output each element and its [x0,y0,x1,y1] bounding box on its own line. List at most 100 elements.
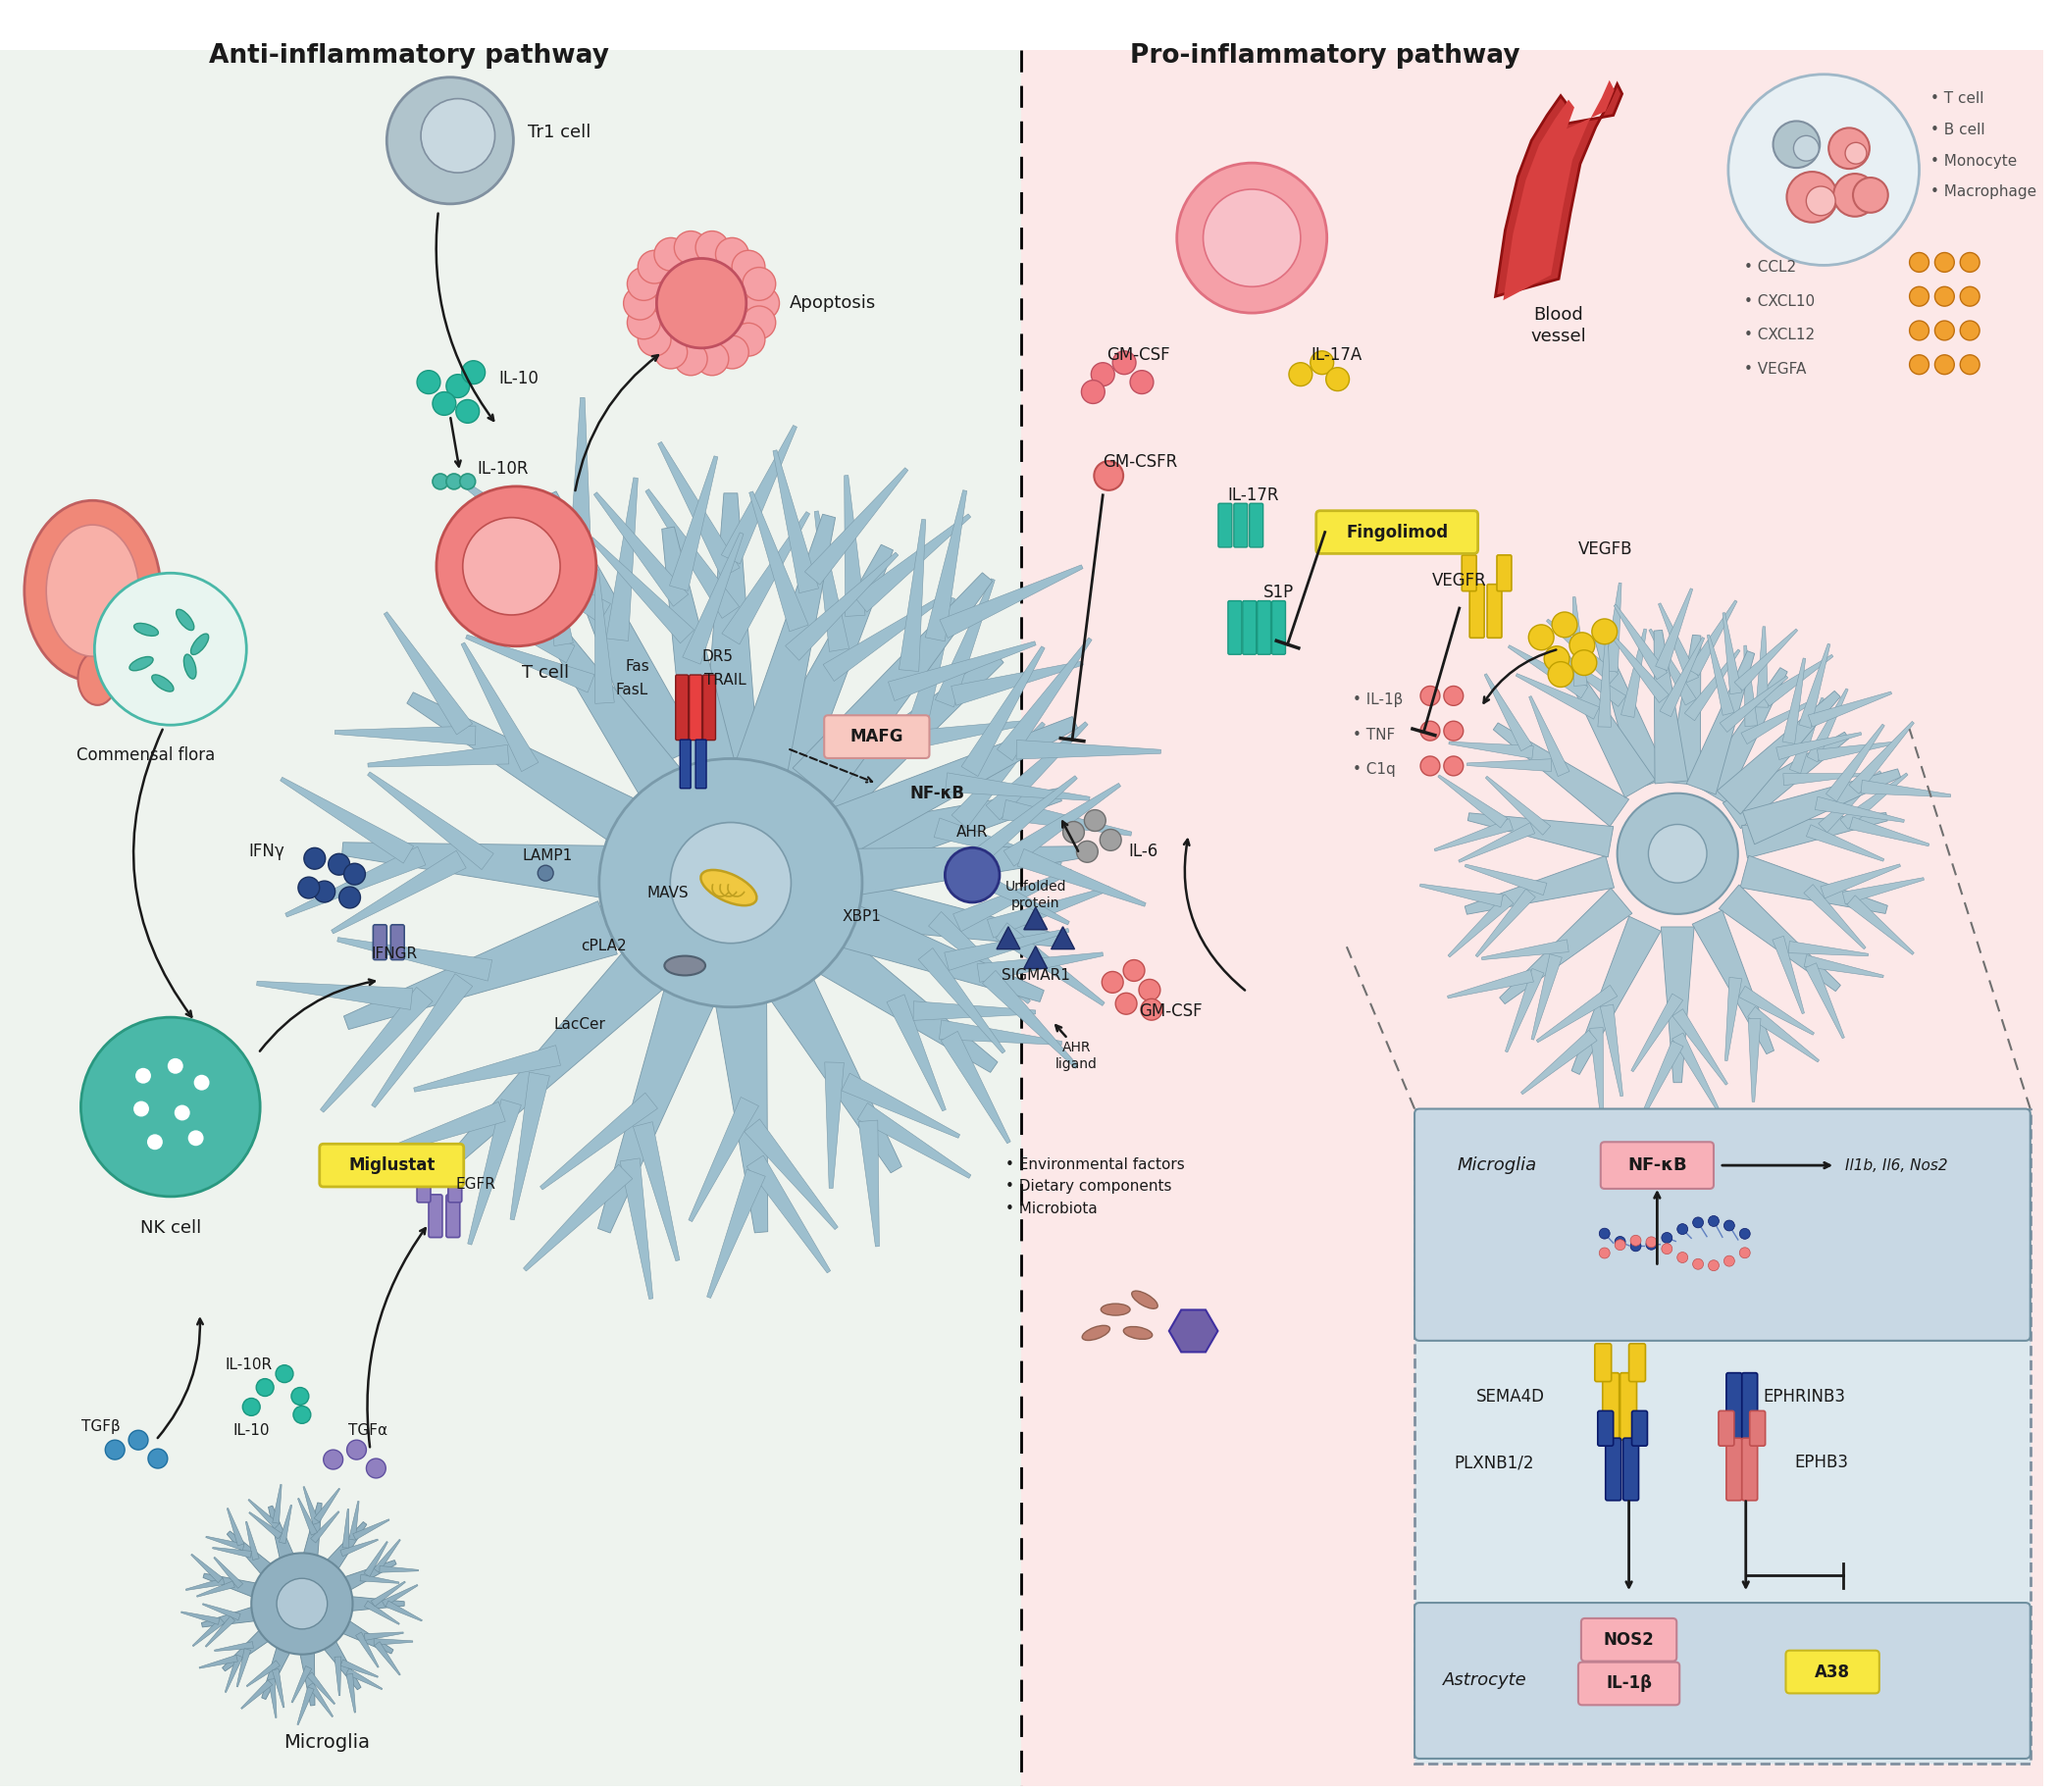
FancyBboxPatch shape [1257,600,1271,654]
Polygon shape [899,520,926,672]
Circle shape [623,287,656,319]
Circle shape [1707,1260,1720,1271]
Polygon shape [1506,968,1545,1052]
FancyBboxPatch shape [1242,600,1257,654]
Circle shape [148,1134,163,1150]
Circle shape [1631,1240,1641,1251]
Polygon shape [267,1505,300,1575]
Text: • CXCL12: • CXCL12 [1744,328,1814,342]
Polygon shape [354,1520,389,1539]
Circle shape [1177,163,1327,314]
Polygon shape [749,491,808,631]
Text: FasL: FasL [615,683,648,697]
Polygon shape [996,923,1105,1005]
Polygon shape [983,971,1078,1068]
Polygon shape [804,468,907,584]
Circle shape [193,1075,210,1090]
Text: • VEGFA: • VEGFA [1744,362,1806,376]
Circle shape [654,335,687,369]
Circle shape [1724,1256,1734,1267]
Ellipse shape [1131,1290,1158,1308]
Ellipse shape [78,652,117,704]
Polygon shape [1685,649,1740,720]
Polygon shape [1788,941,1868,955]
Circle shape [627,306,660,339]
Polygon shape [1738,986,1814,1036]
Circle shape [627,267,660,301]
Text: • CXCL10: • CXCL10 [1744,294,1814,308]
Polygon shape [952,869,1072,932]
Polygon shape [331,851,467,934]
Polygon shape [1720,676,1788,733]
FancyBboxPatch shape [1718,1410,1734,1446]
Ellipse shape [701,869,757,905]
Text: • C1q: • C1q [1351,762,1395,778]
Polygon shape [634,1122,679,1262]
FancyBboxPatch shape [1020,50,2043,1787]
Circle shape [276,1366,294,1383]
Text: • B cell: • B cell [1932,122,1985,138]
Circle shape [366,1459,387,1478]
Polygon shape [374,1539,401,1573]
Polygon shape [928,912,1031,1004]
Circle shape [1617,794,1738,914]
Text: MAFG: MAFG [850,728,903,745]
Polygon shape [372,973,473,1107]
Circle shape [675,342,708,376]
Polygon shape [1500,889,1631,1004]
FancyBboxPatch shape [1582,1618,1676,1661]
Polygon shape [1740,699,1816,744]
Polygon shape [1650,629,1697,706]
Ellipse shape [134,624,158,636]
Polygon shape [843,475,866,616]
Polygon shape [1740,855,1888,914]
Circle shape [1076,840,1098,862]
Text: NF-κB: NF-κB [1627,1156,1687,1174]
Polygon shape [465,634,594,692]
FancyBboxPatch shape [1631,1410,1648,1446]
Circle shape [695,231,728,263]
FancyBboxPatch shape [1415,1109,2030,1763]
Polygon shape [854,514,971,613]
Polygon shape [913,1002,1035,1020]
Polygon shape [1520,1030,1596,1095]
Polygon shape [525,591,687,805]
Polygon shape [510,1072,549,1220]
Circle shape [747,287,780,319]
Text: GM-CSF: GM-CSF [1107,346,1170,364]
FancyBboxPatch shape [675,676,689,740]
Polygon shape [1773,935,1804,1014]
Circle shape [432,473,448,489]
Polygon shape [1862,780,1950,797]
Circle shape [422,99,496,172]
Polygon shape [786,552,899,661]
Circle shape [1648,824,1707,883]
Polygon shape [987,887,1111,937]
Polygon shape [792,573,991,801]
Polygon shape [329,1561,397,1598]
FancyBboxPatch shape [0,5,2043,1787]
Polygon shape [1722,613,1742,694]
Polygon shape [1609,633,1668,702]
Circle shape [1724,1220,1734,1231]
Polygon shape [249,1500,280,1529]
Circle shape [1909,287,1929,306]
Circle shape [1569,633,1594,658]
FancyBboxPatch shape [1415,1602,2030,1758]
Polygon shape [461,643,539,772]
Circle shape [732,251,765,283]
Polygon shape [346,1674,356,1713]
Text: T cell: T cell [522,663,570,681]
Polygon shape [368,772,494,869]
Polygon shape [1693,910,1773,1054]
Text: PLXNB1/2: PLXNB1/2 [1454,1453,1535,1471]
Polygon shape [245,1521,259,1561]
Polygon shape [887,995,946,1111]
Circle shape [1421,720,1440,740]
Polygon shape [1598,638,1611,728]
Text: Blood
vessel: Blood vessel [1530,306,1586,346]
Circle shape [1936,253,1954,272]
Polygon shape [327,1611,393,1654]
Polygon shape [222,1618,282,1672]
Polygon shape [1726,977,1742,1061]
